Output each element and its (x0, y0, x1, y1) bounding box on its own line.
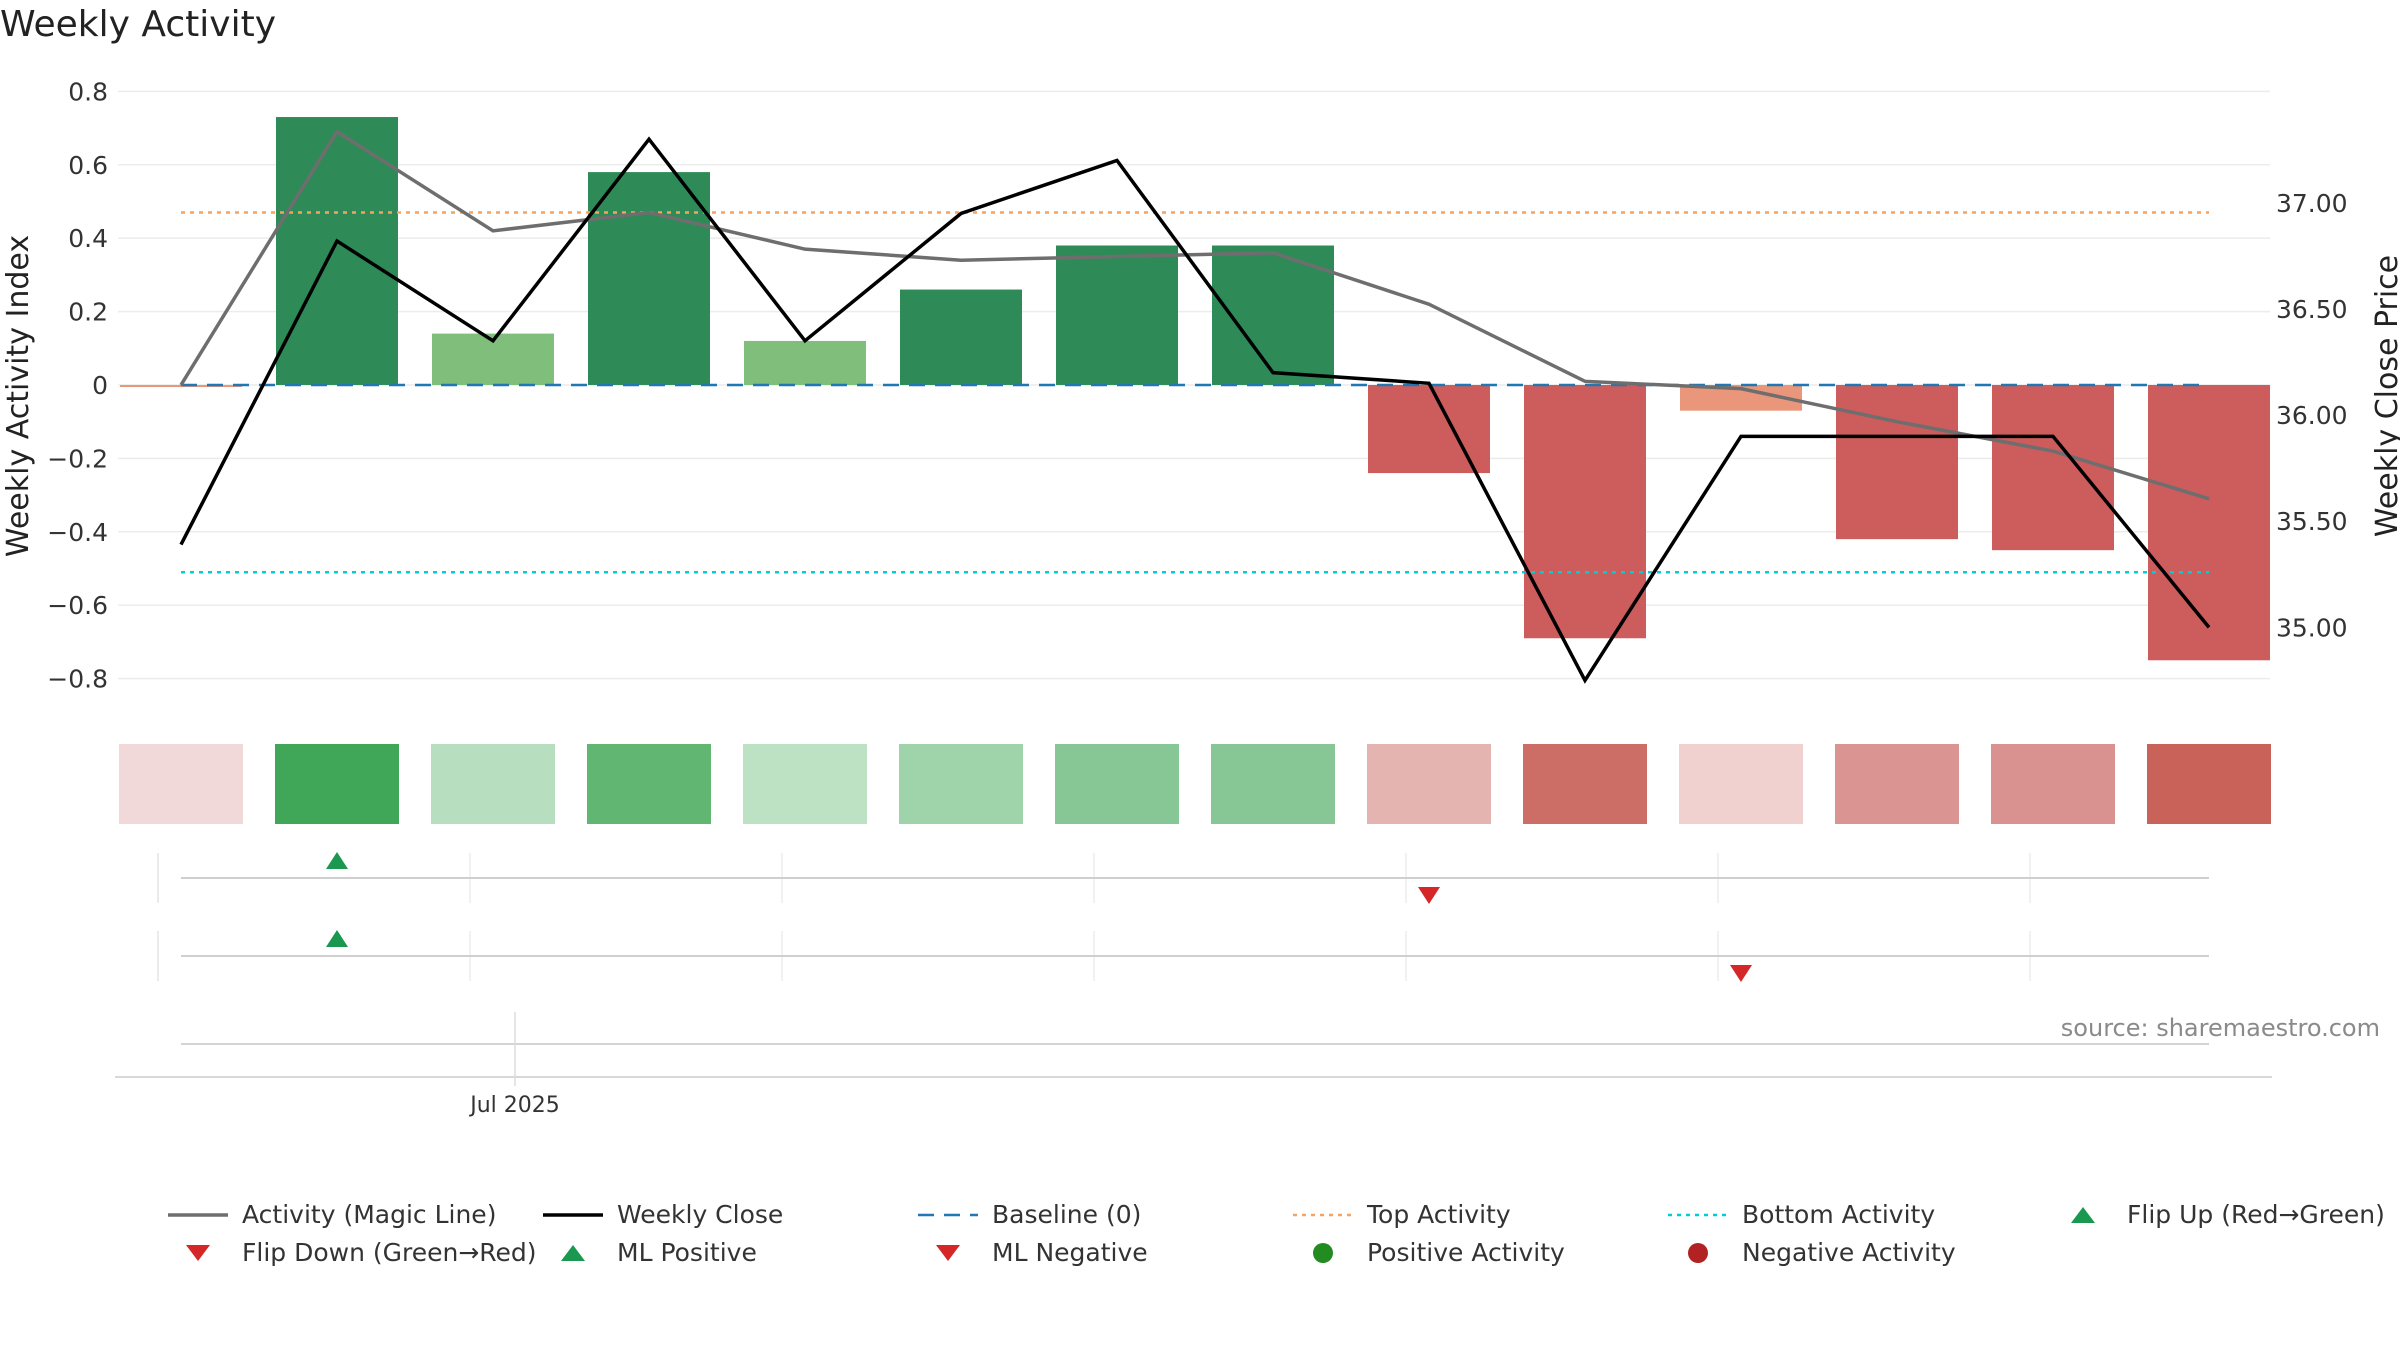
y-tick-label-right: 36.50 (2276, 295, 2348, 324)
flip-down-marker (1418, 887, 1440, 904)
activity-bar (276, 117, 398, 385)
legend-swatch (543, 1212, 603, 1217)
heat-strip-cell (1211, 744, 1335, 824)
legend-swatch (2071, 1206, 2095, 1223)
legend-swatch (1668, 1213, 1728, 1216)
legend-item: Baseline (0) (916, 1200, 1141, 1229)
legend-item: Flip Up (Red→Green) (2051, 1200, 2385, 1229)
heat-strip-cell (1055, 744, 1179, 824)
chart-title: Weekly Activity (0, 4, 277, 45)
heat-strip-cell (1991, 744, 2115, 824)
y-tick-label-right: 35.50 (2276, 507, 2348, 536)
legend-label: Baseline (0) (992, 1200, 1142, 1229)
legend-swatch (168, 1212, 228, 1217)
chart-legend: Activity (Magic Line) Weekly Close Baselin… (160, 1200, 2400, 1290)
heat-strip-cell (275, 744, 399, 824)
heat-strip-cell (1523, 744, 1647, 824)
legend-swatch (1313, 1242, 1333, 1263)
y-tick-label-left: 0.8 (68, 77, 108, 106)
legend-label: Bottom Activity (1742, 1200, 1936, 1229)
y-tick-label-left: 0.2 (68, 298, 108, 327)
y-tick-label-left: −0.8 (47, 665, 108, 694)
y-axis-label-left: Weekly Activity Index (1, 235, 36, 557)
legend-item: Flip Down (Green→Red) (166, 1238, 537, 1267)
heat-strip-cell (431, 744, 555, 824)
heat-strip-cell (2147, 744, 2271, 824)
legend-label: ML Negative (992, 1238, 1148, 1267)
y-tick-label-right: 36.00 (2276, 401, 2348, 430)
legend-label: Flip Up (Red→Green) (2127, 1200, 2385, 1229)
activity-bar (1056, 245, 1178, 385)
y-tick-label-left: 0.6 (68, 151, 108, 180)
heat-strip-cell (119, 744, 243, 824)
source-credit: source: sharemaestro.com (2060, 1014, 2380, 1042)
heat-strip-cell (1679, 744, 1803, 824)
legend-item: Bottom Activity (1666, 1200, 1935, 1229)
y-tick-label-left: −0.4 (47, 518, 108, 547)
legend-label: ML Positive (617, 1238, 757, 1267)
activity-bar (2148, 384, 2270, 661)
x-tick-label: Jul 2025 (468, 1093, 560, 1118)
legend-label: Weekly Close (617, 1200, 784, 1229)
heat-strip-cell (587, 744, 711, 824)
activity-bar (1836, 384, 1958, 540)
y-tick-label-left: −0.2 (47, 444, 108, 473)
legend-tri-down-swatch (186, 1244, 210, 1261)
activity-bar (1524, 384, 1646, 639)
legend-item: Activity (Magic Line) (166, 1200, 496, 1229)
legend-tri-up-swatch (561, 1244, 585, 1261)
legend-item: Negative Activity (1666, 1238, 1956, 1267)
y-tick-label-left: 0 (92, 371, 108, 400)
y-tick-label-left: −0.6 (47, 591, 108, 620)
legend-label: Positive Activity (1367, 1238, 1565, 1267)
heat-strip-cell (1835, 744, 1959, 824)
legend-label: Top Activity (1367, 1200, 1511, 1229)
activity-bar (1992, 384, 2114, 551)
legend-item: Weekly Close (541, 1200, 783, 1229)
magic-line-series (179, 129, 2210, 501)
legend-tri-up-swatch (2071, 1206, 2095, 1223)
flip-up-marker (326, 852, 348, 869)
heat-strip-cell (1367, 744, 1491, 824)
heat-strip-cell (743, 744, 867, 824)
legend-swatch (1293, 1213, 1353, 1216)
legend-dot-swatch (1688, 1242, 1708, 1263)
legend-label: Flip Down (Green→Red) (242, 1238, 537, 1267)
legend-swatch (936, 1244, 960, 1261)
legend-dot-swatch (1313, 1242, 1333, 1263)
y-tick-label-right: 35.00 (2276, 613, 2348, 642)
legend-swatch (186, 1244, 210, 1261)
y-tick-label-right: 37.00 (2276, 189, 2348, 218)
legend-tri-down-swatch (936, 1244, 960, 1261)
legend-item: ML Negative (916, 1238, 1148, 1267)
y-tick-label-left: 0.4 (68, 224, 108, 253)
weekly-close-series (179, 136, 2211, 684)
activity-bar (744, 340, 866, 385)
legend-item: Positive Activity (1291, 1238, 1565, 1267)
activity-bar (1368, 384, 1490, 474)
legend-swatch (1688, 1242, 1708, 1263)
legend-item: ML Positive (541, 1238, 757, 1267)
heat-strip-cell (899, 744, 1023, 824)
y-axis-label-right: Weekly Close Price (2370, 255, 2400, 537)
activity-bar (900, 289, 1022, 385)
activity-bar (588, 172, 710, 385)
flip-down-marker (1730, 965, 1752, 982)
flip-up-marker (326, 930, 348, 947)
legend-swatch (561, 1244, 585, 1261)
legend-label: Activity (Magic Line) (242, 1200, 497, 1229)
legend-item: Top Activity (1291, 1200, 1511, 1229)
legend-label: Negative Activity (1742, 1238, 1956, 1267)
legend-swatch (918, 1213, 978, 1216)
